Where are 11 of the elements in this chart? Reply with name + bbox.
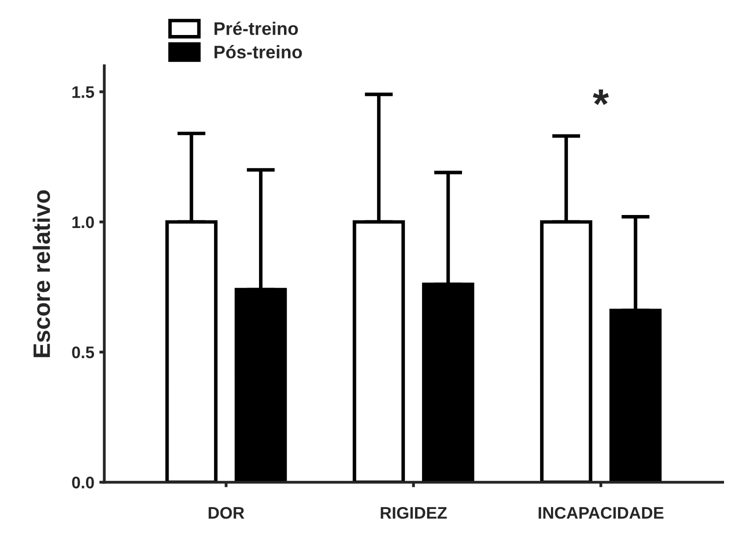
x-tick-label: INCAPACIDADE	[538, 506, 664, 519]
x-tick-label: DOR	[208, 506, 244, 519]
legend-label: Pré-treino	[214, 22, 298, 36]
y-tick-label: 0.5	[72, 346, 94, 358]
annotation: *	[592, 90, 609, 106]
y-tick-label: 1.0	[72, 216, 94, 228]
legend-label: Pós-treino	[214, 45, 302, 58]
y-axis-title: Escore relativo	[32, 190, 50, 358]
x-tick-label: RIGIDEZ	[380, 506, 447, 519]
y-tick-label: 1.5	[72, 86, 94, 98]
y-tick-label: 0.0	[72, 476, 94, 488]
